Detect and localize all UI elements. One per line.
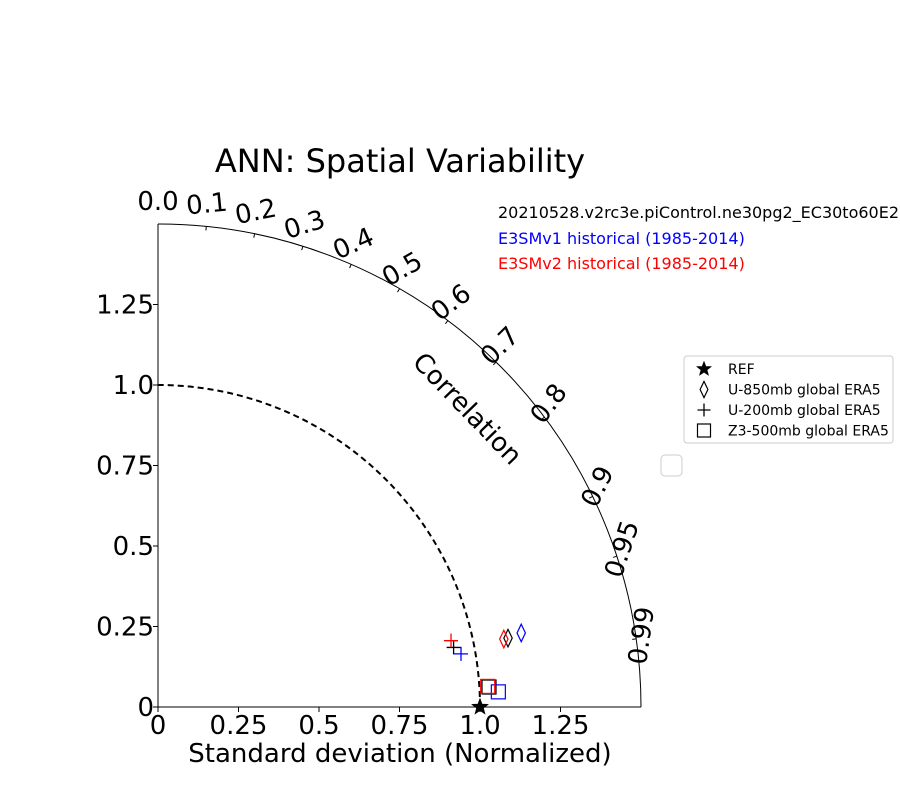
- legend-label: U-200mb global ERA5: [728, 403, 881, 419]
- empty-legend-box: [660, 454, 683, 477]
- reference-std-arc: [157, 384, 481, 708]
- y-tick-label: 1.25: [96, 291, 154, 321]
- correlation-tick-mark: [632, 638, 637, 640]
- data-point-diamond: [503, 627, 513, 649]
- x-tick-label: 0.75: [371, 711, 429, 741]
- y-tick-label: 0.25: [96, 613, 154, 643]
- correlation-tick-label: 0.1: [185, 188, 229, 222]
- info-line-e3smv1: E3SMv1 historical (1985-2014): [498, 229, 745, 248]
- legend: REF U-850mb global ERA5 U-200mb global ERA…: [683, 355, 894, 444]
- legend-label: U-850mb global ERA5: [728, 383, 881, 399]
- y-tick-label: 1.0: [113, 371, 154, 401]
- correlation-tick-label: 0.6: [426, 279, 477, 328]
- legend-marker-plus: [697, 403, 711, 417]
- legend-marker-diamond: [699, 379, 709, 400]
- correlation-tick-label: 0.9: [576, 462, 621, 512]
- data-point-square: [480, 678, 496, 694]
- y-tick-label: 0: [137, 693, 154, 723]
- legend-label: Z3-500mb global ERA5: [728, 424, 889, 440]
- info-line-test: 20210528.v2rc3e.piControl.ne30pg2_EC30to…: [498, 203, 900, 223]
- data-point-plus: [446, 640, 461, 655]
- x-axis-label: Standard deviation (Normalized): [188, 739, 611, 769]
- data-point-diamond: [516, 622, 527, 644]
- correlation-tick-mark: [492, 361, 497, 366]
- x-tick-label: 0: [150, 711, 167, 741]
- data-point-diamond: [498, 628, 509, 650]
- run-info-block: 20210528.v2rc3e.piControl.ne30pg2_EC30to…: [498, 203, 900, 273]
- info-line-e3smv2: E3SMv2 historical (1985-2014): [498, 254, 745, 273]
- reference-star: [471, 697, 489, 715]
- correlation-tick-mark: [349, 264, 352, 269]
- correlation-tick-mark: [444, 320, 449, 325]
- correlation-tick-mark: [612, 555, 618, 558]
- correlation-tick-label: 0.4: [329, 222, 379, 266]
- correlation-tick-label: 0.0: [137, 187, 178, 217]
- chart-title: ANN: Spatial Variability: [215, 142, 585, 180]
- legend-frame: [683, 355, 894, 444]
- x-tick-label: 0.5: [298, 711, 339, 741]
- data-point-square: [490, 684, 506, 700]
- correlation-tick-mark: [253, 233, 256, 238]
- correlation-tick-mark: [540, 416, 545, 421]
- x-tick-label: 1.25: [532, 711, 590, 741]
- outer-correlation-arc: [157, 223, 642, 708]
- x-tick-label: 0.25: [210, 711, 268, 741]
- correlation-tick-label: 0.3: [280, 205, 328, 246]
- data-point-plus: [454, 646, 469, 661]
- data-points: [444, 622, 527, 715]
- correlation-tick-label: 0.2: [233, 193, 280, 231]
- data-point-plus: [444, 633, 459, 648]
- y-tick-label: 0.75: [96, 452, 154, 482]
- x-tick-label: 1.0: [459, 711, 500, 741]
- y-axis-ticks: 0 0.25 0.5 0.75 1.0 1.25: [96, 291, 158, 723]
- data-point-square: [481, 679, 497, 695]
- correlation-tick-mark: [301, 246, 304, 251]
- x-axis-ticks: 0 0.25 0.5 0.75 1.0 1.25: [150, 707, 590, 741]
- correlation-label: Correlation: [406, 347, 527, 471]
- correlation-tick-mark: [588, 496, 593, 499]
- correlation-tick-label: 0.8: [525, 378, 574, 429]
- y-tick-label: 0.5: [113, 532, 154, 562]
- legend-label: REF: [728, 362, 755, 378]
- legend-marker-square: [696, 423, 712, 438]
- legend-marker-star: [695, 360, 713, 376]
- correlation-tick-label: 0.99: [623, 605, 661, 667]
- correlation-tick-mark: [397, 288, 400, 293]
- correlation-tick-label: 0.5: [377, 246, 428, 293]
- correlation-tick-label: 0.7: [475, 321, 526, 371]
